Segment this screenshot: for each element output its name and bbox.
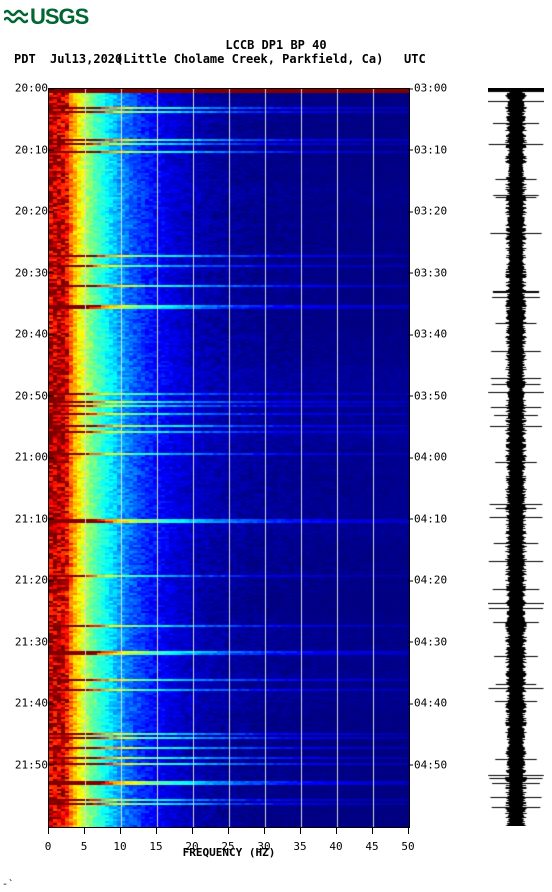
y-right-tick: 04:40 xyxy=(414,697,447,710)
y-axis-right: 03:0003:1003:2003:3003:4003:5004:0004:10… xyxy=(414,88,474,826)
usgs-logo: USGS xyxy=(4,4,88,30)
y-axis-left: 20:0020:1020:2020:3020:4020:5021:0021:10… xyxy=(6,88,48,826)
y-left-tick: 21:40 xyxy=(15,697,48,710)
y-left-tick: 20:10 xyxy=(15,143,48,156)
location-label: (Little Cholame Creek, Parkfield, Ca) xyxy=(116,52,383,66)
utc-label: UTC xyxy=(404,52,426,66)
y-left-tick: 20:50 xyxy=(15,389,48,402)
pdt-label: PDT xyxy=(14,52,36,66)
y-right-tick: 03:40 xyxy=(414,328,447,341)
logo-text: USGS xyxy=(30,4,88,30)
x-axis-label: FREQUENCY (HZ) xyxy=(48,846,410,859)
y-right-tick: 04:10 xyxy=(414,512,447,525)
y-left-tick: 21:50 xyxy=(15,758,48,771)
y-left-tick: 21:10 xyxy=(15,512,48,525)
wave-icon xyxy=(4,7,28,27)
y-left-tick: 21:00 xyxy=(15,451,48,464)
y-right-tick: 04:30 xyxy=(414,635,447,648)
y-right-tick: 03:30 xyxy=(414,266,447,279)
y-right-tick: 03:10 xyxy=(414,143,447,156)
date-label: Jul13,2020 xyxy=(50,52,122,66)
title-line: LCCB DP1 BP 40 xyxy=(0,38,552,52)
footer-mark: -` xyxy=(2,879,14,890)
y-left-tick: 20:20 xyxy=(15,205,48,218)
y-left-tick: 20:30 xyxy=(15,266,48,279)
y-right-tick: 03:50 xyxy=(414,389,447,402)
spectrogram-panel xyxy=(48,88,410,828)
y-right-tick: 03:20 xyxy=(414,205,447,218)
y-left-tick: 21:20 xyxy=(15,574,48,587)
y-left-tick: 20:00 xyxy=(15,82,48,95)
y-right-tick: 04:20 xyxy=(414,574,447,587)
y-left-tick: 20:40 xyxy=(15,328,48,341)
y-left-tick: 21:30 xyxy=(15,635,48,648)
y-right-tick: 04:50 xyxy=(414,758,447,771)
y-right-tick: 03:00 xyxy=(414,82,447,95)
waveform-panel xyxy=(488,88,544,826)
y-right-tick: 04:00 xyxy=(414,451,447,464)
